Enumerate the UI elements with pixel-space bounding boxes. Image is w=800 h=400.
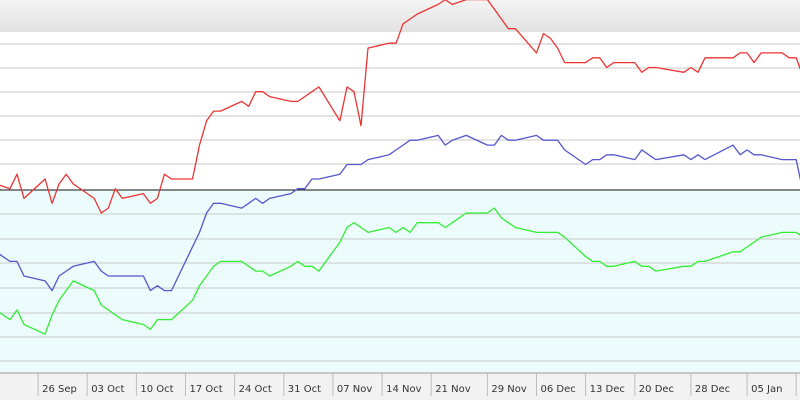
x-axis-ticks: 26 Sep 03 Oct 10 Oct 17 Oct 24 Oct 31 Oct 07 N… [37, 373, 797, 396]
x-tick-label-10: 29 Nov [491, 384, 527, 395]
plot-area-upper [0, 32, 800, 190]
series-lines [0, 0, 800, 335]
x-tick-label-5: 24 Oct [239, 384, 272, 395]
x-tick-label-6: 31 Oct [288, 384, 321, 395]
chart-header-bar [0, 0, 800, 32]
x-tick-label-15: 05 Jan [751, 384, 782, 395]
series-line-2 [0, 134, 800, 292]
x-tick-label-1: 26 Sep [42, 384, 77, 395]
x-axis-band [0, 373, 800, 400]
grid-lines [0, 43, 800, 362]
x-tick-label-12: 13 Dec [590, 384, 625, 395]
series-line-1 [0, 0, 800, 214]
plot-area-lower [0, 190, 800, 373]
x-tick-label-2: 03 Oct [91, 384, 124, 395]
x-tick-label-3: 10 Oct [140, 384, 173, 395]
x-tick-label-4: 17 Oct [190, 384, 223, 395]
x-tick-label-9: 21 Nov [435, 384, 471, 395]
x-tick-label-13: 20 Dec [639, 384, 674, 395]
x-tick-label-7: 07 Nov [337, 384, 373, 395]
x-tick-label-8: 14 Nov [386, 384, 422, 395]
x-tick-label-11: 06 Dec [541, 384, 576, 395]
x-tick-label-14: 28 Dec [695, 384, 730, 395]
series-line-3 [0, 207, 800, 335]
